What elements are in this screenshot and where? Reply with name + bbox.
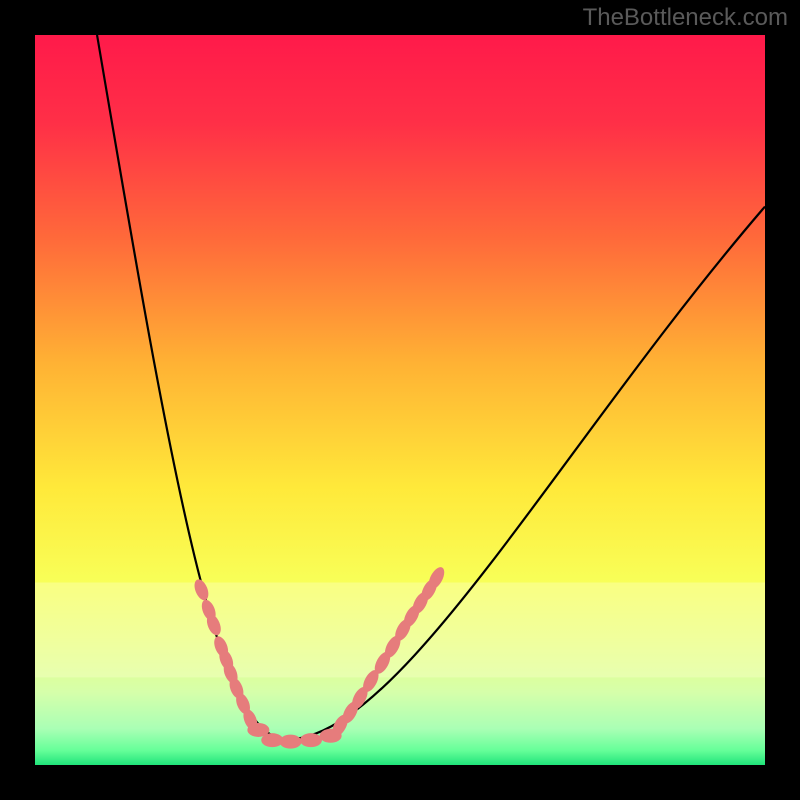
- marker-bottom: [300, 733, 322, 747]
- marker-bottom: [280, 735, 302, 749]
- watermark-text: TheBottleneck.com: [583, 4, 788, 32]
- chart-container: TheBottleneck.com: [0, 0, 800, 800]
- bottleneck-chart-svg: [0, 0, 800, 800]
